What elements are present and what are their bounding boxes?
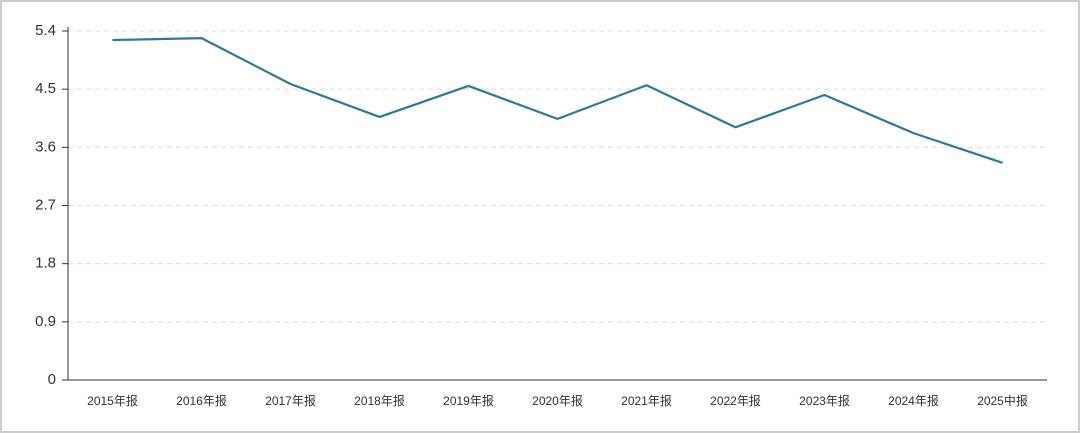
y-tick-label: 1.8 bbox=[35, 255, 56, 272]
x-tick-label: 2015年报 bbox=[87, 393, 138, 408]
y-tick-label: 4.5 bbox=[35, 80, 56, 97]
y-tick-label: 5.4 bbox=[35, 22, 56, 39]
x-tick-label: 2024年报 bbox=[888, 393, 939, 408]
y-tick-label: 0.9 bbox=[35, 313, 56, 330]
x-tick-label: 2022年报 bbox=[710, 393, 761, 408]
x-tick-label: 2021年报 bbox=[621, 393, 672, 408]
x-tick-label: 2016年报 bbox=[176, 393, 227, 408]
y-tick-label: 2.7 bbox=[35, 196, 56, 213]
y-tick-label: 0 bbox=[48, 371, 56, 388]
x-tick-label: 2025中报 bbox=[977, 393, 1028, 408]
x-tick-label: 2019年报 bbox=[443, 393, 494, 408]
x-tick-label: 2023年报 bbox=[799, 393, 850, 408]
line bbox=[112, 37, 1003, 164]
y-tick-label: 3.6 bbox=[35, 138, 56, 155]
x-tick-label: 2020年报 bbox=[532, 393, 583, 408]
x-tick-label: 2018年报 bbox=[354, 393, 405, 408]
x-tick-label: 2017年报 bbox=[265, 393, 316, 408]
